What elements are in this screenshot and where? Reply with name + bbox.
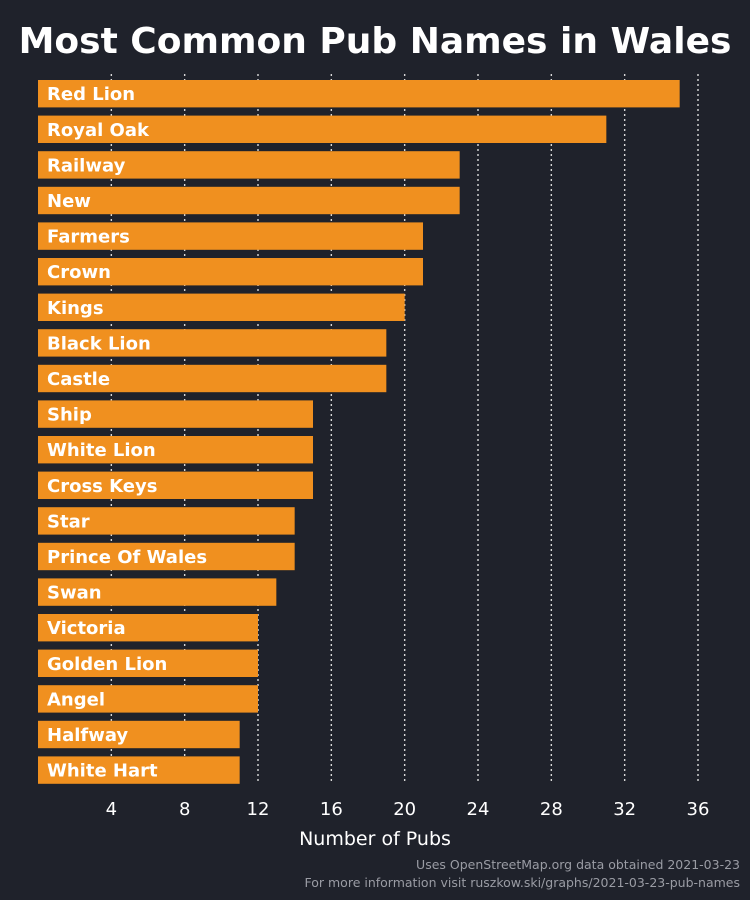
x-tick-label: 12: [247, 799, 270, 820]
bar-label: Star: [47, 511, 90, 532]
bar-label: Farmers: [47, 227, 130, 248]
bar-label: Swan: [47, 583, 102, 604]
bar-label: Prince Of Wales: [47, 547, 207, 568]
grid-lines: [110, 74, 699, 784]
x-tick-label: 24: [467, 799, 490, 820]
chart-title: Most Common Pub Names in Wales: [19, 21, 732, 62]
bar-white-hart: [38, 756, 240, 784]
bar-label: Cross Keys: [47, 476, 157, 497]
bar-black-lion: [38, 329, 387, 357]
bar-farmers: [38, 222, 423, 250]
bar-golden-lion: [38, 649, 258, 677]
caption-more-info: For more information visit ruszkow.ski/g…: [305, 875, 741, 890]
bar-ship: [38, 400, 313, 428]
x-tick-label: 20: [393, 799, 416, 820]
x-tick-label: 16: [320, 799, 343, 820]
bar-angel: [38, 685, 258, 713]
bar-label: White Hart: [47, 761, 158, 782]
x-axis-title: Number of Pubs: [299, 828, 451, 850]
x-axis-ticks: 4 8 12 16 20 24 28 32 36: [106, 799, 710, 820]
bar-label: Red Lion: [47, 84, 135, 105]
bar-cross-keys: [38, 471, 313, 499]
bar-label: Black Lion: [47, 333, 151, 354]
x-tick-label: 36: [687, 799, 710, 820]
bar-label: Crown: [47, 262, 111, 283]
bar-castle: [38, 364, 387, 393]
bar-label: Ship: [47, 405, 92, 426]
bar-crown: [38, 258, 423, 286]
bar-label: Angel: [47, 689, 105, 710]
x-tick-label: 28: [540, 799, 563, 820]
bar-kings: [38, 293, 405, 321]
bar-royal-oak: [38, 115, 607, 143]
bar-label: Victoria: [47, 618, 126, 639]
bar-label: White Lion: [47, 440, 156, 461]
bar-victoria: [38, 614, 258, 642]
x-tick-label: 32: [613, 799, 636, 820]
bar-red-lion: [38, 80, 680, 108]
bar-new: [38, 186, 460, 215]
bar-white-lion: [38, 436, 313, 464]
bar-prince-of-wales: [38, 542, 295, 571]
bar-label: Halfway: [47, 725, 128, 746]
bar-label: Castle: [47, 369, 110, 390]
bar-label: New: [47, 191, 91, 212]
bar-star: [38, 507, 295, 535]
bars: Red Lion Royal Oak Railway New Farmers Crown K…: [38, 80, 680, 784]
x-tick-label: 8: [179, 799, 190, 820]
bar-swan: [38, 578, 277, 606]
x-tick-label: 4: [106, 799, 117, 820]
bar-label: Railway: [47, 155, 126, 176]
caption-source: Uses OpenStreetMap.org data obtained 202…: [416, 857, 740, 872]
bar-halfway: [38, 720, 240, 749]
bar-railway: [38, 151, 460, 179]
bar-label: Royal Oak: [47, 120, 150, 141]
bar-label: Golden Lion: [47, 654, 167, 675]
bar-label: Kings: [47, 298, 104, 319]
